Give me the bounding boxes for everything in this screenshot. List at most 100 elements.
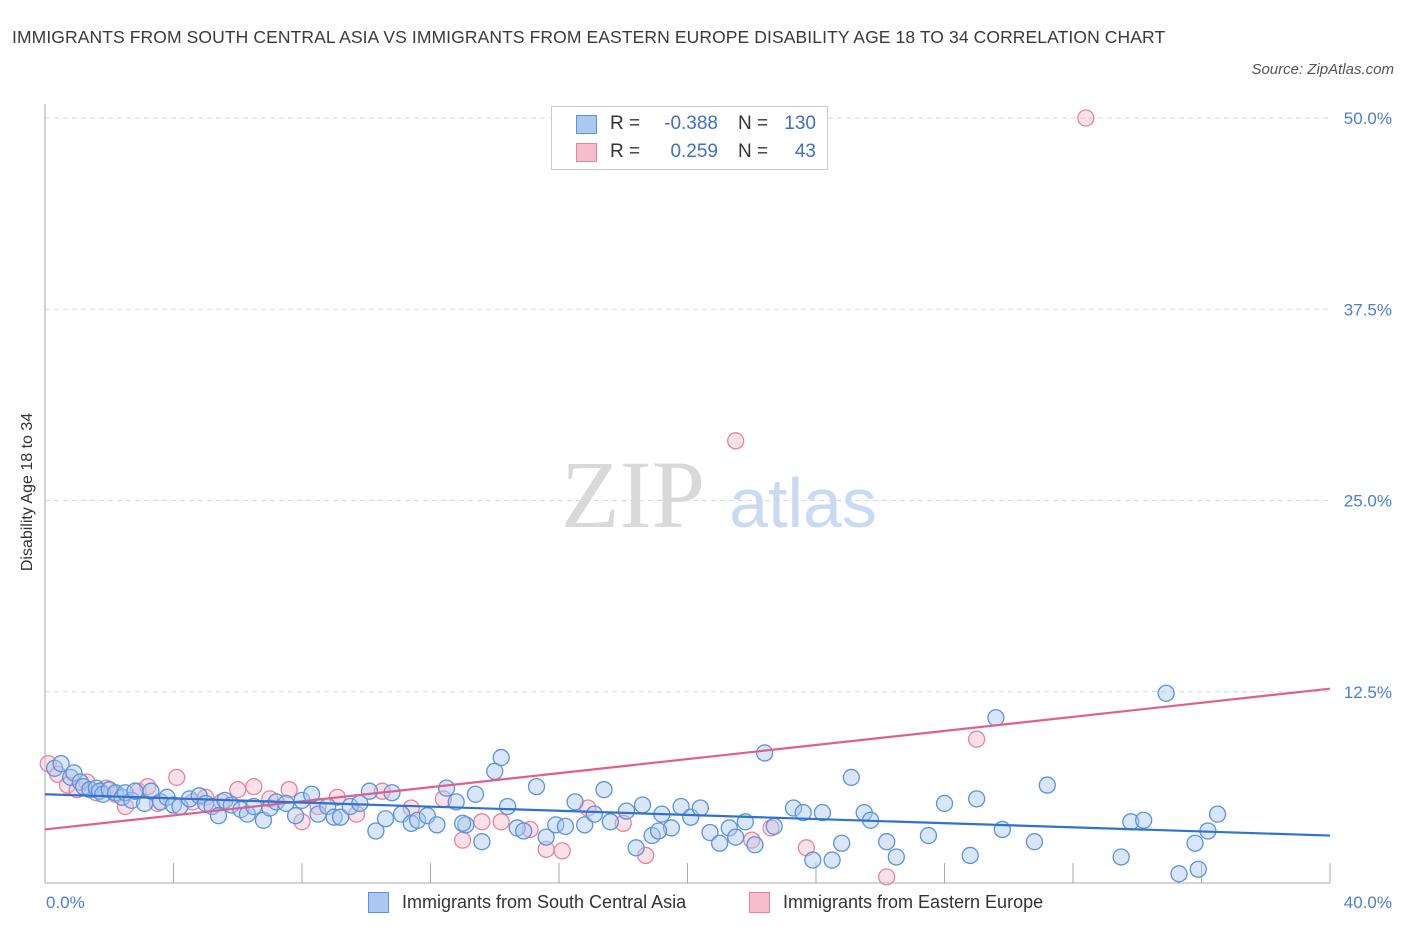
axes [44,104,1331,884]
legend-row-blue: R = -0.388 N = 130 [576,111,816,137]
legend-n-label: N = [738,113,769,134]
south-central-asia-point-81 [691,799,709,817]
south-central-asia-point-96 [842,768,860,787]
bottom-legend-pink: Immigrants from Eastern Europe [749,889,1043,915]
south-central-asia-point-68 [566,793,584,811]
south-central-asia-point-93 [813,803,832,822]
trend-line-south-central-asia [44,793,1331,837]
y-tick-label-2: 37.5% [1344,300,1392,319]
south-central-asia-point-95 [833,834,851,852]
south-central-asia-point-87 [746,836,764,854]
legend-n-value: 43 [794,141,816,162]
south-central-asia-point-51 [408,811,427,829]
south-central-asia-point-45 [360,782,379,800]
south-central-asia-point-78 [662,819,681,837]
south-central-asia-point-61 [498,797,517,816]
south-central-asia-point-72 [601,813,620,831]
south-central-asia-point-85 [727,828,745,846]
south-central-asia-point-100 [887,848,905,866]
south-central-asia-point-105 [987,709,1005,727]
south-central-asia-point-57 [466,785,485,803]
south-central-asia-point-113 [1170,865,1188,883]
south-central-asia-point-20 [164,796,183,814]
south-central-asia-point-94 [823,851,841,869]
south-central-asia-point-109 [1112,848,1130,866]
eastern-europe-point-41 [967,730,986,748]
tick-labels: 12.5% 25.0% 37.5% 50.0% 0.0% 40.0% [46,109,1392,912]
south-central-asia-point-55 [447,793,465,811]
south-central-asia-point-65 [537,828,555,846]
south-central-asia-point-108 [1038,776,1056,794]
south-central-asia-point-103 [961,846,979,865]
south-central-asia-point-73 [617,802,636,820]
bottom-legend-swatch-blue [368,891,389,913]
south-central-asia-point-64 [527,777,546,796]
south-central-asia-point-42 [331,808,350,826]
south-central-asia-point-88 [755,744,774,762]
eastern-europe-point-32 [553,842,571,860]
south-central-asia-point-91 [794,803,812,822]
legend-r-label: R = [610,141,641,162]
south-central-asia-point-102 [935,794,954,813]
south-central-asia-point-114 [1189,860,1207,878]
legend-r-value: 0.259 [670,141,718,162]
watermark: ZIP atlas [561,441,877,548]
legend-n-value: 130 [784,113,816,134]
bottom-legend-blue: Immigrants from South Central Asia [368,889,686,915]
eastern-europe-point-36 [727,432,745,450]
south-central-asia-point-69 [576,816,594,834]
legend-r-value: -0.388 [664,113,718,134]
legend-row-pink: R = 0.259 N = 43 [576,139,816,165]
y-tick-label-3: 50.0% [1344,109,1392,128]
south-central-asia-point-99 [878,833,896,851]
south-central-asia-point-107 [1025,833,1044,851]
x-tick-label-max: 40.0% [1344,893,1392,912]
gridlines [45,117,1330,693]
south-central-asia-point-67 [556,817,575,836]
bottom-legend-swatch-pink [749,891,770,913]
legend-r-label: R = [610,113,641,134]
south-central-asia-point-43 [341,797,359,816]
south-central-asia-point-112 [1157,684,1175,702]
south-central-asia-point-3 [65,764,83,782]
south-central-asia-point-90 [784,799,803,817]
eastern-europe-point-42 [1077,109,1095,127]
south-central-asia-point-118 [649,822,668,840]
south-central-asia-point-58 [473,833,491,851]
south-central-asia-point-36 [286,807,305,825]
south-central-asia-point-75 [633,796,652,814]
watermark-atlas: atlas [729,464,877,542]
bottom-legend-label-pink: Immigrants from Eastern Europe [783,891,1044,912]
eastern-europe-point-17 [245,777,263,796]
series-south-central-asia [45,684,1227,883]
south-central-asia-point-116 [1208,805,1227,823]
south-central-asia-point-53 [428,816,446,834]
chart-title: IMMIGRANTS FROM SOUTH CENTRAL ASIA VS IM… [12,27,1166,47]
south-central-asia-point-92 [804,851,822,869]
south-central-asia-point-74 [627,839,645,857]
eastern-europe-point-8 [116,797,134,816]
south-central-asia-point-41 [325,808,343,826]
south-central-asia-point-54 [437,779,456,797]
south-central-asia-point-83 [710,834,729,852]
y-tick-label-0: 12.5% [1344,683,1392,702]
source-credit: Source: ZipAtlas.com [1251,61,1394,78]
south-central-asia-point-84 [720,819,738,837]
south-central-asia-point-82 [701,823,719,842]
south-central-asia-point-63 [515,822,533,840]
eastern-europe-point-19 [280,781,298,799]
legend-swatch-blue [576,114,597,134]
eastern-europe-point-30 [521,820,539,839]
eastern-europe-point-40 [878,868,896,886]
south-central-asia-point-17 [142,782,160,800]
eastern-europe-point-12 [168,768,186,787]
legend-n-label: N = [738,141,769,162]
south-central-asia-point-60 [492,748,510,767]
bottom-legend-label-blue: Immigrants from South Central Asia [402,891,687,912]
trend-line-eastern-europe [44,687,1331,831]
south-central-asia-point-89 [765,817,783,836]
eastern-europe-point-27 [453,831,472,849]
south-central-asia-point-47 [376,810,395,828]
south-central-asia-point-71 [595,781,613,799]
